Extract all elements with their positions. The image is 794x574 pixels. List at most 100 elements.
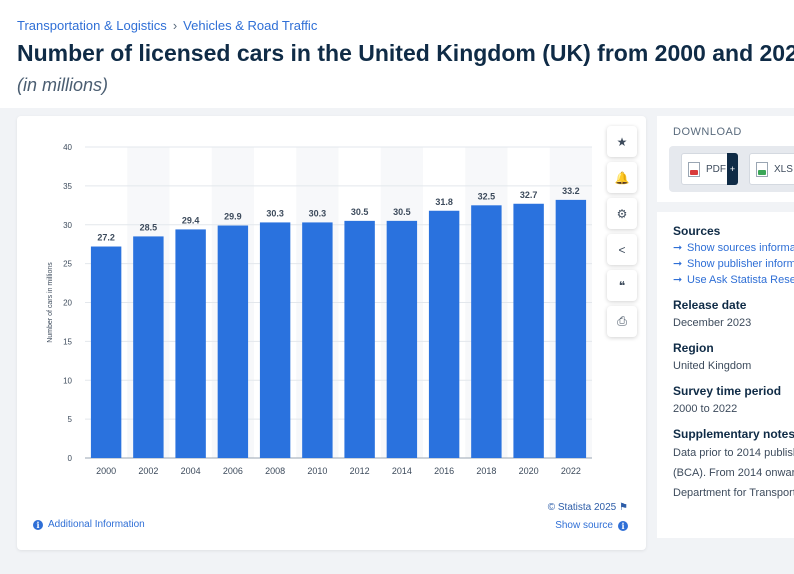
statistic-details: Sources ➞ Show sources information ➞ Show … — [657, 212, 794, 538]
show-publisher-link[interactable]: ➞ Show publisher information — [673, 257, 794, 270]
page-title: Number of licensed cars in the United Ki… — [17, 40, 794, 66]
x-tick-label: 2018 — [476, 466, 496, 476]
bell-icon[interactable]: 🔔 — [607, 162, 637, 193]
survey-period-value: 2000 to 2022 — [673, 403, 738, 415]
supplementary-notes-heading: Supplementary notes — [673, 427, 794, 441]
bar[interactable] — [217, 225, 249, 458]
survey-period-heading: Survey time period — [673, 384, 782, 398]
ask-statista-link[interactable]: ➞ Use Ask Statista Research Service — [673, 273, 794, 286]
region-heading: Region — [673, 341, 714, 355]
y-tick-label: 15 — [63, 337, 72, 346]
show-source-label: Show source — [555, 520, 613, 531]
data-label: 33.2 — [562, 186, 580, 196]
breadcrumb-item-vehicles[interactable]: Vehicles & Road Traffic — [183, 18, 318, 33]
bar[interactable] — [344, 220, 375, 458]
bar[interactable] — [259, 222, 291, 458]
xls-label: XLS — [774, 163, 793, 175]
supplementary-note-line: (BCA). From 2014 onwards — [673, 467, 794, 479]
data-label: 30.5 — [351, 207, 369, 217]
x-tick-label: 2000 — [96, 466, 116, 476]
data-label: 30.3 — [309, 208, 327, 218]
x-tick-label: 2006 — [223, 466, 243, 476]
y-axis-label: Number of cars in millions — [47, 262, 54, 343]
xls-download-button[interactable]: XLS — [749, 153, 794, 185]
header-band — [0, 0, 794, 108]
data-label: 28.5 — [140, 222, 158, 232]
statista-credit[interactable]: © Statista 2025 ⚑ — [548, 502, 628, 513]
data-label: 32.7 — [520, 190, 538, 200]
bar[interactable] — [302, 222, 333, 458]
pdf-download-button[interactable]: PDF + — [681, 153, 738, 185]
bar[interactable] — [428, 210, 460, 458]
release-date-value: December 2023 — [673, 317, 752, 329]
region-value: United Kingdom — [673, 360, 752, 372]
favorite-icon[interactable]: ★ — [607, 126, 637, 157]
x-tick-label: 2004 — [181, 466, 201, 476]
credit-text: © Statista 2025 — [547, 502, 617, 513]
data-label: 29.4 — [182, 215, 200, 225]
y-tick-label: 10 — [63, 376, 72, 385]
data-label: 29.9 — [224, 212, 242, 222]
ask-statista-label: Use Ask Statista Research Service — [687, 274, 794, 286]
gear-icon[interactable]: ⚙ — [607, 198, 637, 229]
x-tick-label: 2016 — [434, 466, 454, 476]
arrow-right-icon: ➞ — [673, 274, 683, 286]
bar[interactable] — [513, 203, 544, 458]
x-tick-label: 2008 — [265, 466, 285, 476]
data-label: 27.2 — [97, 233, 115, 243]
show-source-link[interactable]: Show source i — [555, 520, 628, 531]
x-tick-label: 2012 — [350, 466, 370, 476]
bar[interactable] — [555, 199, 587, 458]
bar[interactable] — [471, 205, 502, 458]
x-tick-label: 2014 — [392, 466, 412, 476]
data-label: 30.5 — [393, 207, 411, 217]
data-label: 30.3 — [266, 208, 284, 218]
y-tick-label: 40 — [63, 143, 72, 152]
x-tick-label: 2022 — [561, 466, 581, 476]
show-sources-link[interactable]: ➞ Show sources information — [673, 241, 794, 254]
x-tick-label: 2002 — [138, 466, 158, 476]
share-icon[interactable]: < — [607, 234, 637, 265]
info-icon: i — [33, 519, 43, 530]
bar[interactable] — [386, 220, 418, 458]
pdf-label: PDF — [706, 163, 726, 175]
quote-icon[interactable]: ❝ — [607, 270, 637, 301]
flag-icon: ⚑ — [619, 502, 628, 513]
page-subtitle: (in millions) — [17, 75, 109, 95]
xls-file-icon — [756, 161, 768, 177]
download-buttons: PDF + XLS — [669, 146, 794, 192]
data-label: 32.5 — [478, 191, 496, 201]
y-tick-label: 30 — [63, 221, 72, 230]
pdf-plus-icon[interactable]: + — [727, 153, 738, 185]
supplementary-note-line: Department for Transport — [673, 487, 794, 499]
bar[interactable] — [175, 229, 206, 458]
sources-heading: Sources — [673, 224, 721, 238]
breadcrumb-separator: › — [172, 18, 178, 33]
show-sources-label: Show sources information — [687, 242, 794, 254]
bar[interactable] — [133, 236, 164, 458]
bar-chart: 0 5 10 15 20 25 30 35 40 Number of cars in millio… — [47, 143, 592, 476]
arrow-right-icon: ➞ — [673, 258, 683, 270]
pdf-file-icon — [688, 161, 700, 177]
bar[interactable] — [90, 246, 122, 458]
chart-toolbar: ★ 🔔 ⚙ < ❝ ⎙ — [607, 126, 637, 337]
y-tick-label: 0 — [68, 454, 73, 463]
y-tick-label: 5 — [68, 415, 73, 424]
download-panel: DOWNLOAD PDF + XLS — [657, 116, 794, 202]
info-icon: i — [618, 520, 628, 531]
chart-card: 0 5 10 15 20 25 30 35 40 Number of cars in millio… — [17, 116, 646, 550]
x-tick-label: 2020 — [519, 466, 539, 476]
data-label: 31.8 — [435, 197, 453, 207]
release-date-heading: Release date — [673, 298, 747, 312]
y-tick-label: 35 — [63, 182, 72, 191]
x-tick-label: 2010 — [307, 466, 327, 476]
additional-information-link[interactable]: i Additional Information — [33, 519, 145, 530]
y-tick-label: 20 — [63, 299, 72, 308]
print-icon[interactable]: ⎙ — [607, 306, 637, 337]
breadcrumb: Transportation & Logistics › Vehicles & … — [17, 18, 317, 33]
breadcrumb-item-transportation[interactable]: Transportation & Logistics — [17, 18, 167, 33]
y-tick-label: 25 — [63, 260, 72, 269]
supplementary-note-line: Data prior to 2014 published by — [673, 447, 794, 459]
download-title: DOWNLOAD — [673, 126, 742, 138]
show-publisher-label: Show publisher information — [687, 258, 794, 270]
